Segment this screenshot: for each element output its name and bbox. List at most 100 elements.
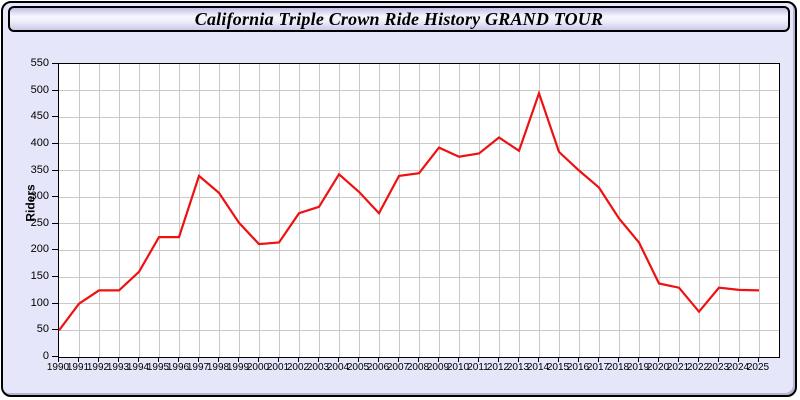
x-axis-tick [558, 357, 559, 362]
v-gridline [178, 64, 180, 357]
x-axis-tick-label: 2003 [306, 362, 330, 373]
x-axis-tick [758, 357, 759, 362]
x-axis-tick-label: 2004 [326, 362, 350, 373]
x-axis-tick-label: 2016 [566, 362, 590, 373]
x-axis-tick-label: 2011 [467, 362, 489, 373]
v-gridline [638, 64, 640, 357]
x-axis-tick-label: 2023 [706, 362, 730, 373]
x-axis-tick-label: 2000 [246, 362, 270, 373]
v-gridline [598, 64, 600, 357]
x-axis-tick [318, 357, 319, 362]
x-axis-tick [438, 357, 439, 362]
title-bar: California Triple Crown Ride History GRA… [8, 6, 790, 32]
chart-title: California Triple Crown Ride History GRA… [194, 8, 604, 29]
y-axis-tick-label: 200 [30, 243, 49, 256]
v-gridline [138, 64, 140, 357]
x-axis-tick-label: 2020 [646, 362, 670, 373]
x-axis-tick [358, 357, 359, 362]
x-axis-tick-label: 1995 [146, 362, 170, 373]
y-axis-tick-label: 50 [36, 323, 49, 336]
y-axis-tick [52, 89, 58, 91]
x-axis-tick-label: 2013 [506, 362, 530, 373]
x-axis-tick [138, 357, 139, 362]
v-gridline [318, 64, 320, 357]
x-axis-tick [658, 357, 659, 362]
y-axis-tick [52, 142, 58, 144]
v-gridline [558, 64, 560, 357]
x-axis-tick-label: 1992 [86, 362, 110, 373]
x-axis-tick [178, 357, 179, 362]
v-gridline [618, 64, 620, 357]
x-axis-tick-label: 2017 [586, 362, 610, 373]
v-gridline [98, 64, 100, 357]
x-axis-tick-label: 2002 [286, 362, 310, 373]
x-axis-tick [198, 357, 199, 362]
v-gridline [278, 64, 280, 357]
x-axis-tick-label: 2006 [366, 362, 390, 373]
v-gridline [218, 64, 220, 357]
v-gridline [198, 64, 200, 357]
x-axis-tick-label: 2012 [486, 362, 510, 373]
v-gridline [258, 64, 260, 357]
x-axis-tick-label: 2021 [666, 362, 690, 373]
y-axis-tick [52, 222, 58, 224]
x-axis-tick-label: 2001 [266, 362, 290, 373]
x-axis-tick [58, 357, 59, 362]
v-gridline [538, 64, 540, 357]
x-axis-tick-label: 1991 [66, 362, 90, 373]
x-axis-tick [598, 357, 599, 362]
x-axis-tick [78, 357, 79, 362]
x-axis-tick [478, 357, 479, 362]
v-gridline [438, 64, 440, 357]
x-axis-tick-label: 2024 [726, 362, 750, 373]
x-axis-tick-label: 1999 [226, 362, 250, 373]
x-axis-tick [678, 357, 679, 362]
x-axis-tick [458, 357, 459, 362]
x-axis-tick [258, 357, 259, 362]
v-gridline [478, 64, 480, 357]
x-axis-tick-label: 1993 [106, 362, 130, 373]
y-axis-tick-label: 500 [30, 83, 49, 96]
x-axis-tick-label: 2019 [626, 362, 650, 373]
y-axis-tick-label: 400 [30, 136, 49, 149]
v-gridline [678, 64, 680, 357]
x-axis-tick-label: 2015 [546, 362, 570, 373]
y-axis-tick [52, 249, 58, 251]
x-axis-tick-label: 1996 [166, 362, 190, 373]
v-gridline [238, 64, 240, 357]
v-gridline [578, 64, 580, 357]
y-axis-tick-label: 250 [30, 216, 49, 229]
y-axis-tick [52, 63, 58, 64]
x-axis-tick [378, 357, 379, 362]
x-axis-tick [618, 357, 619, 362]
y-axis-tick-label: 450 [30, 110, 49, 123]
y-axis-tick [52, 302, 58, 304]
x-axis-tick-label: 2009 [426, 362, 450, 373]
x-axis-tick-label: 2022 [686, 362, 710, 373]
x-axis-tick [518, 357, 519, 362]
y-axis-tick [52, 356, 58, 357]
x-axis-tick [158, 357, 159, 362]
x-axis-tick [238, 357, 239, 362]
x-axis-tick-label: 1990 [46, 362, 70, 373]
y-axis-tick [52, 329, 58, 331]
x-axis-tick [718, 357, 719, 362]
v-gridline [118, 64, 120, 357]
riders-series-line [58, 89, 760, 332]
x-axis-tick [638, 357, 639, 362]
x-axis-tick-label: 2007 [386, 362, 410, 373]
ride-history-line-svg [58, 89, 760, 332]
v-gridline [158, 64, 160, 357]
y-axis-tick-label: 150 [30, 270, 49, 283]
x-axis-tick [578, 357, 579, 362]
x-axis-tick [698, 357, 699, 362]
x-axis-tick [498, 357, 499, 362]
y-axis-tick-label: 0 [42, 350, 49, 362]
y-axis-tick [52, 116, 58, 118]
v-gridline [718, 64, 720, 357]
x-axis-tick-label: 2008 [406, 362, 430, 373]
v-gridline [758, 64, 760, 357]
v-gridline [658, 64, 660, 357]
x-axis-tick [218, 357, 219, 362]
x-axis-tick-label: 2005 [346, 362, 370, 373]
